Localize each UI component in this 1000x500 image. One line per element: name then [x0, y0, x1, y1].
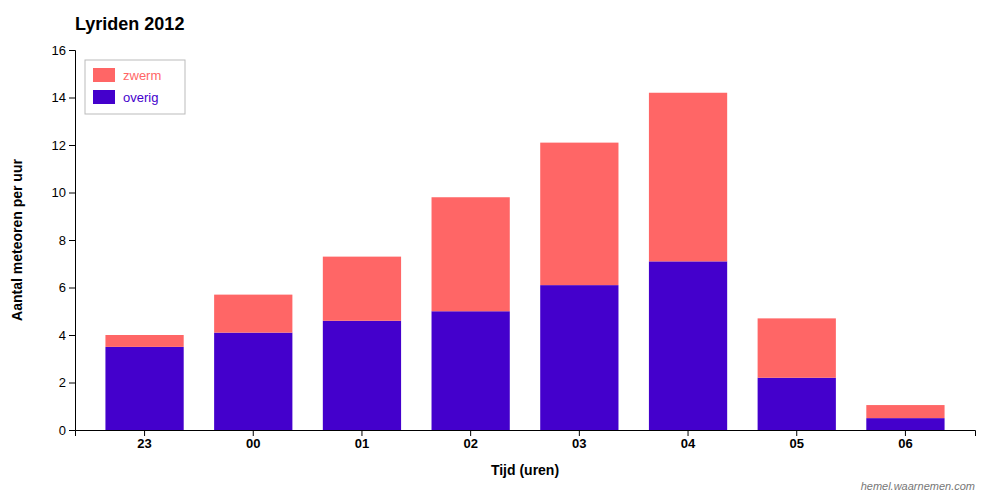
- bar: [323, 257, 401, 321]
- y-tick-mark: [69, 288, 75, 289]
- bar: [105, 335, 183, 347]
- y-tick: 14: [52, 90, 75, 105]
- y-tick: 0: [59, 423, 75, 438]
- bar: [214, 333, 292, 430]
- bar-series: [105, 261, 944, 430]
- x-tick: 04: [681, 430, 696, 451]
- x-tick-label: 03: [572, 436, 586, 451]
- x-tick-mark: [688, 430, 689, 436]
- bar-series: [105, 93, 944, 418]
- y-axis: 0 2 4 6 8 10 12 14 16: [52, 43, 76, 438]
- x-tick-mark: [361, 430, 362, 436]
- y-tick-mark: [69, 383, 75, 384]
- legend-swatch: [93, 68, 115, 82]
- y-tick: 12: [52, 138, 75, 153]
- y-tick: 4: [59, 328, 75, 343]
- legend-swatch: [93, 90, 115, 104]
- legend-label: zwerm: [123, 68, 161, 83]
- bar: [540, 143, 618, 286]
- x-tick-mark: [579, 430, 580, 436]
- x-tick-mark: [905, 430, 906, 436]
- x-tick-label: 01: [355, 436, 369, 451]
- y-tick-label: 4: [59, 328, 66, 343]
- y-tick-mark: [69, 240, 75, 241]
- legend-frame: [85, 60, 185, 114]
- plot: 02468101214162300010203040506zwermoverig: [52, 43, 976, 452]
- x-tick: 00: [246, 430, 260, 451]
- x-tick: 01: [355, 430, 369, 451]
- bar: [432, 311, 510, 430]
- x-tick-mark: [144, 430, 145, 436]
- x-tick-label: 05: [790, 436, 804, 451]
- chart: 02468101214162300010203040506zwermoverig…: [0, 0, 1000, 500]
- y-tick-label: 12: [52, 138, 66, 153]
- y-axis-title: Aantal meteoren per uur: [9, 159, 25, 321]
- y-tick-label: 14: [52, 90, 66, 105]
- x-tick: 03: [572, 430, 586, 451]
- x-axis-line: [76, 431, 976, 437]
- y-tick: 6: [59, 280, 75, 295]
- bar: [540, 285, 618, 430]
- x-tick-label: 04: [681, 436, 696, 451]
- bar: [432, 197, 510, 311]
- x-tick: 06: [898, 430, 912, 451]
- bar: [649, 261, 727, 430]
- bar: [323, 321, 401, 430]
- y-tick-mark: [69, 98, 75, 99]
- legend: zwerm overig: [85, 60, 185, 114]
- bar: [105, 347, 183, 430]
- y-axis-line: [69, 51, 76, 431]
- y-tick-label: 2: [59, 375, 66, 390]
- x-tick-label: 06: [898, 436, 912, 451]
- y-tick-label: 10: [52, 185, 66, 200]
- y-tick: 16: [52, 43, 75, 58]
- y-tick-label: 16: [52, 43, 66, 58]
- y-tick: 8: [59, 233, 75, 248]
- y-tick-label: 6: [59, 280, 66, 295]
- x-axis-title: Tijd (uren): [491, 462, 559, 478]
- bar: [758, 378, 836, 430]
- bar: [649, 93, 727, 262]
- x-tick-mark: [253, 430, 254, 436]
- legend-item: zwerm: [93, 68, 161, 83]
- x-tick: 05: [790, 430, 804, 451]
- legend-label: overig: [123, 90, 158, 105]
- legend-item: overig: [93, 90, 158, 105]
- bars: [105, 93, 944, 430]
- x-axis: 23 00 01 02 03 04 05 06: [76, 430, 976, 451]
- x-tick: 23: [137, 430, 151, 451]
- y-tick: 10: [52, 185, 75, 200]
- y-tick-label: 8: [59, 233, 66, 248]
- x-tick-label: 00: [246, 436, 260, 451]
- annotation: hemel.waarnemen.com: [861, 480, 975, 492]
- x-tick: 02: [463, 430, 477, 451]
- y-tick-mark: [69, 50, 75, 51]
- bar: [214, 295, 292, 333]
- y-tick-mark: [69, 430, 75, 431]
- bar: [758, 318, 836, 377]
- title: Lyriden 2012: [75, 14, 184, 34]
- bar: [866, 405, 944, 418]
- x-tick-label: 23: [137, 436, 151, 451]
- x-tick-mark: [470, 430, 471, 436]
- bar: [866, 418, 944, 430]
- y-tick-mark: [69, 335, 75, 336]
- x-tick-label: 02: [463, 436, 477, 451]
- y-tick-mark: [69, 193, 75, 194]
- x-tick-mark: [796, 430, 797, 436]
- y-tick-label: 0: [59, 423, 66, 438]
- y-tick-mark: [69, 145, 75, 146]
- y-tick: 2: [59, 375, 75, 390]
